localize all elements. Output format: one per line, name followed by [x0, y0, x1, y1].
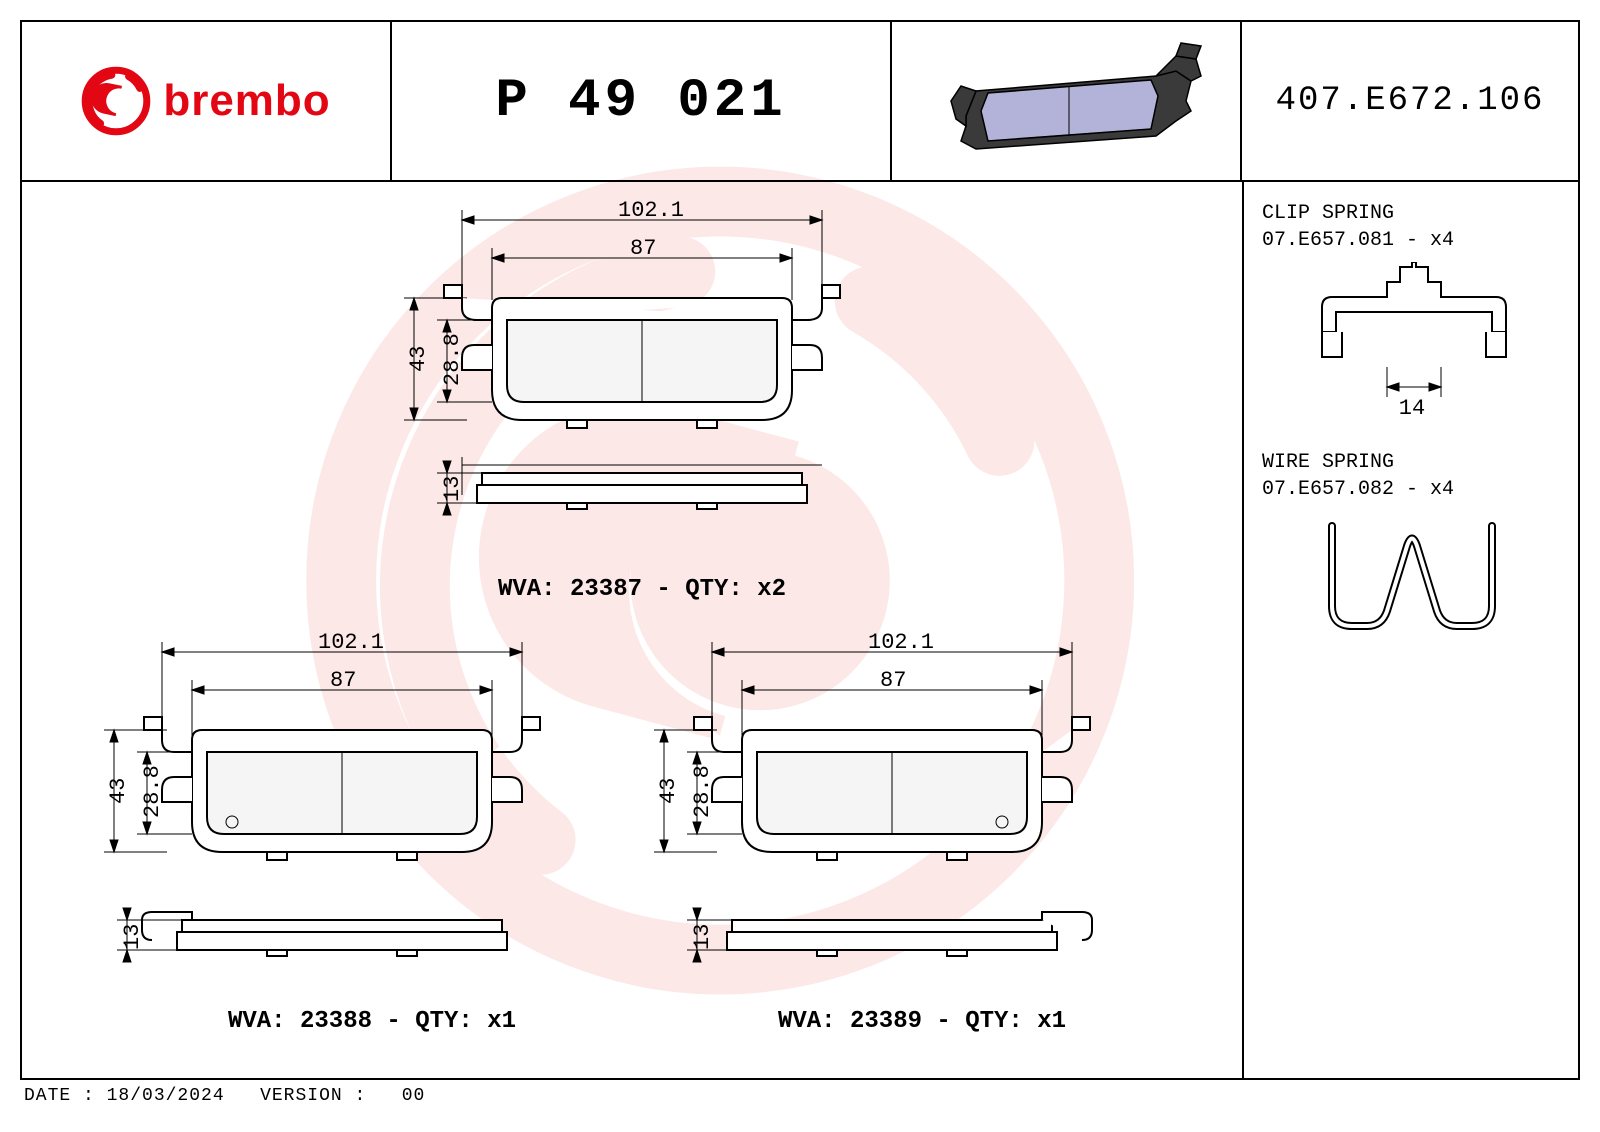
- part-number-cell: P 49 021: [392, 22, 892, 180]
- dim-bl-w2: 87: [330, 668, 356, 693]
- pad-3d-render: [906, 31, 1226, 171]
- dim-top-t: 13: [440, 476, 465, 502]
- dim-br-h2: 28.8: [690, 765, 715, 818]
- drawing-body: 102.1 87 43 28.8 13 WVA: 23387 - QTY: x2: [22, 182, 1578, 1080]
- wire-spring-drawing: [1312, 511, 1512, 641]
- dim-top-h2: 28.8: [440, 333, 465, 386]
- dim-top-w1: 102.1: [618, 198, 684, 223]
- wva-top: WVA: 23387 - QTY: x2: [392, 576, 892, 603]
- dim-top-w2: 87: [630, 236, 656, 261]
- drawing-code-cell: 407.E672.106: [1242, 22, 1578, 180]
- pad-bl-group: 102.1 87 43 28.8 13 WVA: 23388 - QTY: x1: [92, 622, 592, 1035]
- wva-br: WVA: 23389 - QTY: x1: [702, 1008, 1142, 1035]
- part-number: P 49 021: [495, 71, 786, 132]
- drawing-sheet: brembo P 49 021: [20, 20, 1580, 1080]
- pad-top-group: 102.1 87 43 28.8 13 WVA: 23387 - QTY: x2: [392, 190, 892, 603]
- footer-version-label: VERSION :: [260, 1086, 366, 1106]
- footer-date: 18/03/2024: [107, 1086, 225, 1106]
- dim-bl-w1: 102.1: [318, 630, 384, 655]
- accessories-panel: CLIP SPRING 07.E657.081 - x4: [1262, 202, 1562, 671]
- wire-spring-title: WIRE SPRING: [1262, 451, 1562, 474]
- dim-br-t: 13: [690, 924, 715, 950]
- dim-br-h1: 43: [656, 778, 681, 804]
- header-row: brembo P 49 021: [22, 22, 1578, 182]
- dim-br-w1: 102.1: [868, 630, 934, 655]
- brand-name: brembo: [163, 76, 330, 126]
- side-divider: [1242, 182, 1244, 1080]
- dim-br-w2: 87: [880, 668, 906, 693]
- footer: DATE : 18/03/2024 VERSION : 00: [24, 1086, 425, 1106]
- wva-bl: WVA: 23388 - QTY: x1: [152, 1008, 592, 1035]
- dim-bl-h2: 28.8: [140, 765, 165, 818]
- drawing-code: 407.E672.106: [1276, 82, 1545, 120]
- wire-spring-block: WIRE SPRING 07.E657.082 - x4: [1262, 451, 1562, 641]
- dim-top-h1: 43: [406, 346, 431, 372]
- footer-version: 00: [402, 1086, 426, 1106]
- render-cell: [892, 22, 1242, 180]
- clip-spring-code: 07.E657.081 - x4: [1262, 229, 1562, 252]
- pad-br-group: 102.1 87 43 28.8 13 WVA: 23389 - QTY: x1: [642, 622, 1142, 1035]
- brembo-icon: [81, 66, 151, 136]
- clip-spring-drawing: [1292, 262, 1532, 412]
- dim-bl-t: 13: [120, 924, 145, 950]
- clip-spring-title: CLIP SPRING: [1262, 202, 1562, 225]
- wire-spring-code: 07.E657.082 - x4: [1262, 478, 1562, 501]
- clip-spring-block: CLIP SPRING 07.E657.081 - x4: [1262, 202, 1562, 421]
- clip-spring-dim: 14: [1262, 396, 1562, 421]
- brand-cell: brembo: [22, 22, 392, 180]
- footer-date-label: DATE :: [24, 1086, 95, 1106]
- dim-bl-h1: 43: [106, 778, 131, 804]
